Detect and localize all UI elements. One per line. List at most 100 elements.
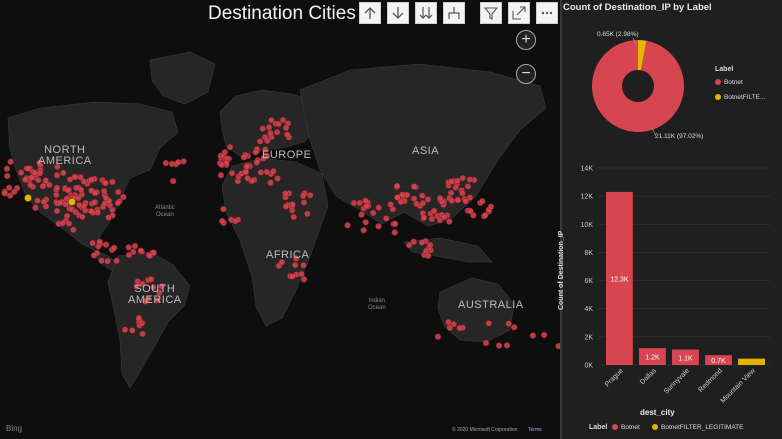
next-level-button[interactable] [415, 2, 437, 24]
city-marker[interactable] [466, 176, 474, 183]
donut-legend-item-botnet[interactable]: Botnet [715, 79, 743, 86]
city-marker[interactable] [487, 203, 495, 210]
city-marker[interactable] [76, 201, 83, 209]
city-marker[interactable] [358, 211, 365, 218]
city-marker[interactable] [98, 257, 105, 264]
city-marker[interactable] [393, 182, 401, 190]
city-marker[interactable] [464, 183, 472, 190]
city-marker[interactable] [87, 207, 95, 215]
bar-legend-item-legit[interactable]: BotnetFILTER_LEGITIMATE [652, 424, 743, 431]
city-marker[interactable] [139, 330, 146, 338]
city-marker[interactable] [410, 183, 418, 190]
city-marker[interactable] [495, 342, 503, 349]
city-marker[interactable] [90, 252, 98, 259]
city-marker[interactable] [356, 199, 363, 207]
zoom-out-button[interactable]: − [516, 64, 536, 84]
city-marker[interactable] [104, 257, 111, 265]
city-marker[interactable] [109, 178, 116, 186]
city-marker[interactable] [147, 276, 155, 283]
city-marker[interactable] [397, 198, 405, 206]
city-marker[interactable] [456, 324, 463, 332]
city-marker[interactable] [253, 159, 261, 166]
city-marker[interactable] [154, 296, 161, 304]
city-marker[interactable] [64, 187, 72, 194]
city-marker[interactable] [65, 220, 73, 227]
city-marker[interactable] [260, 155, 267, 162]
city-marker[interactable] [91, 189, 99, 197]
city-marker[interactable] [529, 332, 537, 339]
city-marker[interactable] [405, 241, 413, 249]
city-marker[interactable] [226, 143, 234, 151]
city-marker[interactable] [21, 176, 29, 184]
city-marker[interactable] [175, 158, 182, 166]
city-marker[interactable] [446, 218, 453, 225]
city-marker[interactable] [110, 244, 118, 252]
city-marker[interactable] [413, 200, 420, 208]
zoom-in-button[interactable]: + [516, 30, 536, 50]
city-marker[interactable] [120, 193, 127, 201]
city-marker[interactable] [283, 131, 291, 138]
city-marker[interactable] [75, 194, 82, 202]
city-marker[interactable] [298, 270, 305, 278]
more-options-button[interactable] [536, 2, 558, 24]
city-marker[interactable] [28, 174, 35, 181]
city-marker[interactable] [53, 171, 61, 179]
city-marker[interactable] [275, 120, 282, 128]
city-marker[interactable] [387, 201, 394, 208]
city-marker[interactable] [300, 192, 307, 200]
city-marker[interactable] [485, 320, 492, 327]
city-marker[interactable] [459, 174, 466, 182]
city-marker[interactable] [63, 195, 71, 202]
city-marker[interactable] [375, 204, 382, 211]
city-marker[interactable] [27, 181, 34, 189]
city-marker[interactable] [282, 124, 290, 132]
city-marker[interactable] [479, 197, 486, 205]
city-marker[interactable] [434, 333, 442, 340]
city-marker[interactable] [265, 124, 273, 131]
city-marker[interactable] [459, 190, 466, 197]
city-marker[interactable] [292, 255, 300, 262]
city-marker[interactable] [158, 283, 165, 290]
city-marker[interactable] [59, 219, 66, 227]
city-marker[interactable] [448, 197, 456, 204]
city-marker-legit[interactable] [24, 194, 32, 202]
city-marker[interactable] [142, 298, 149, 305]
city-marker[interactable] [220, 205, 227, 213]
city-marker[interactable] [467, 207, 474, 215]
city-marker[interactable] [221, 148, 229, 156]
city-marker[interactable] [503, 342, 511, 349]
city-marker[interactable] [419, 199, 427, 207]
filter-button[interactable] [480, 2, 502, 24]
city-marker[interactable] [279, 116, 287, 124]
city-marker[interactable] [228, 169, 236, 177]
city-marker[interactable] [129, 327, 136, 334]
city-marker[interactable] [32, 204, 39, 211]
city-marker[interactable] [11, 188, 18, 196]
city-marker[interactable] [350, 199, 358, 207]
city-marker[interactable] [273, 128, 281, 136]
city-marker[interactable] [242, 168, 249, 176]
city-marker[interactable] [218, 217, 226, 225]
city-marker[interactable] [240, 153, 248, 161]
city-marker[interactable] [446, 324, 453, 332]
city-marker[interactable] [505, 320, 512, 327]
city-marker[interactable] [291, 261, 299, 269]
city-marker[interactable] [300, 276, 308, 283]
city-marker[interactable] [391, 229, 398, 236]
city-marker[interactable] [382, 215, 390, 222]
city-marker[interactable] [263, 137, 271, 145]
city-marker[interactable] [362, 219, 369, 226]
city-marker[interactable] [150, 283, 157, 291]
city-marker[interactable] [270, 167, 277, 175]
city-marker[interactable] [88, 176, 95, 183]
city-marker[interactable] [79, 213, 86, 221]
city-marker[interactable] [146, 252, 154, 260]
city-marker[interactable] [77, 173, 84, 181]
city-marker[interactable] [72, 184, 80, 192]
expand-hierarchy-button[interactable] [443, 2, 465, 24]
city-marker[interactable] [133, 283, 140, 290]
city-marker[interactable] [290, 213, 298, 221]
city-marker[interactable] [466, 194, 474, 201]
city-marker[interactable] [169, 177, 177, 185]
city-marker[interactable] [300, 262, 307, 269]
